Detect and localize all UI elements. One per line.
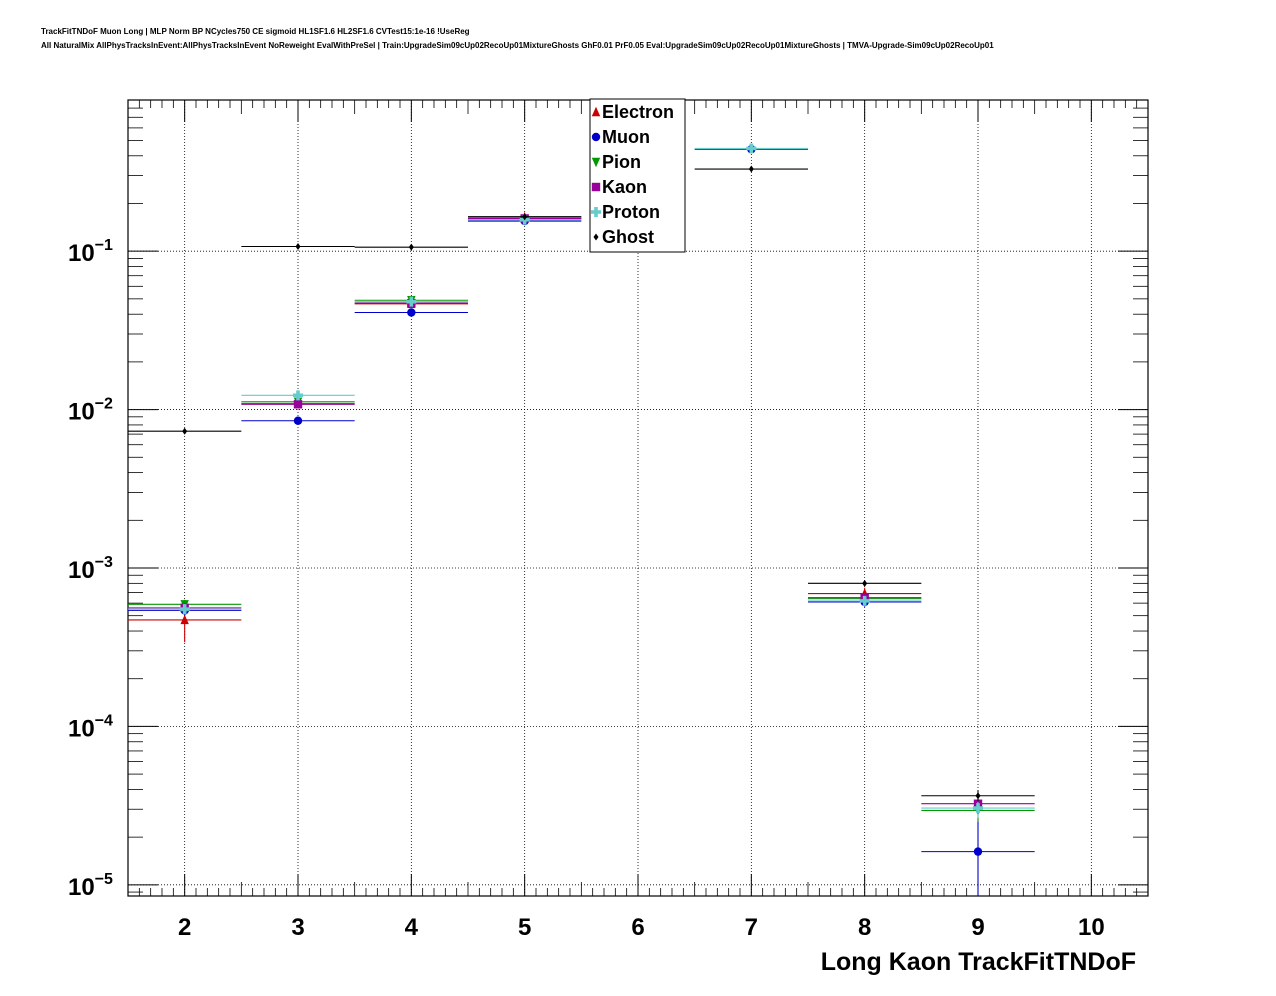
legend-label: Pion xyxy=(602,152,641,172)
axis-layer: 2 3 4 5 6 7 8 9 10 10−5 10−4 10−3 10−2 10−1 xyxy=(68,99,1149,941)
data-point xyxy=(862,579,868,587)
legend-label: Kaon xyxy=(602,177,647,197)
x-tick-label: 6 xyxy=(631,914,644,941)
legend-entry-proton: Proton xyxy=(591,202,660,222)
y-tick-label: 10−2 xyxy=(68,396,113,426)
legend-marker xyxy=(591,132,601,142)
data-point xyxy=(293,400,303,409)
x-tick-label: 8 xyxy=(858,914,871,941)
data-point xyxy=(522,213,528,221)
legend: Electron Muon Pion Kaon Proton Ghost xyxy=(589,98,686,253)
chart-title-line-2: All NaturalMix AllPhysTracksInEvent:AllP… xyxy=(41,41,994,50)
legend-entry-ghost: Ghost xyxy=(593,227,654,247)
data-point xyxy=(973,803,983,814)
data-point xyxy=(407,308,416,317)
legend-marker xyxy=(591,106,601,117)
grid-layer xyxy=(128,100,1148,896)
series-ghost xyxy=(128,165,1035,802)
x-tick-label: 9 xyxy=(971,914,984,941)
data-point xyxy=(295,243,301,251)
data-point xyxy=(975,792,981,800)
data-point xyxy=(179,604,190,615)
series-muon xyxy=(128,145,1035,896)
legend-entry-electron: Electron xyxy=(591,102,674,122)
y-tick-label: 10−4 xyxy=(68,712,113,742)
data-point xyxy=(182,427,188,435)
y-tick-label: 10−3 xyxy=(68,554,113,584)
x-tick-label: 10 xyxy=(1078,914,1105,941)
legend-marker xyxy=(593,233,599,241)
data-point xyxy=(180,614,189,625)
x-tick-label: 3 xyxy=(291,914,304,941)
legend-marker xyxy=(591,182,601,192)
data-point xyxy=(973,847,983,856)
y-tick-label: 10−5 xyxy=(68,871,113,901)
legend-marker xyxy=(591,157,601,168)
data-point xyxy=(408,243,414,251)
legend-label: Ghost xyxy=(602,227,654,247)
series-layer xyxy=(128,143,1035,896)
data-point xyxy=(746,143,757,154)
data-point xyxy=(293,416,303,425)
legend-box xyxy=(589,98,686,253)
x-axis-title: Long Kaon TrackFitTNDoF xyxy=(821,948,1136,976)
series-pion xyxy=(128,214,1035,821)
series-proton xyxy=(128,143,1035,818)
legend-label: Proton xyxy=(602,202,660,222)
legend-label: Electron xyxy=(602,102,674,122)
x-tick-label: 4 xyxy=(405,914,419,941)
data-point xyxy=(406,296,417,307)
legend-entry-kaon: Kaon xyxy=(591,177,647,197)
x-tick-label: 5 xyxy=(518,914,531,941)
legend-label: Muon xyxy=(602,127,650,147)
series-kaon xyxy=(128,214,1035,813)
x-tick-label: 7 xyxy=(745,914,758,941)
legend-entry-pion: Pion xyxy=(591,152,641,172)
chart-title-line-1: TrackFitTNDoF Muon Long | MLP Norm BP NC… xyxy=(41,27,470,36)
data-point xyxy=(293,390,304,401)
legend-entry-muon: Muon xyxy=(591,127,650,147)
data-point xyxy=(859,595,870,606)
x-tick-label: 2 xyxy=(178,914,191,941)
legend-marker xyxy=(591,207,601,217)
y-tick-label: 10−1 xyxy=(68,237,113,267)
data-point xyxy=(748,165,754,173)
